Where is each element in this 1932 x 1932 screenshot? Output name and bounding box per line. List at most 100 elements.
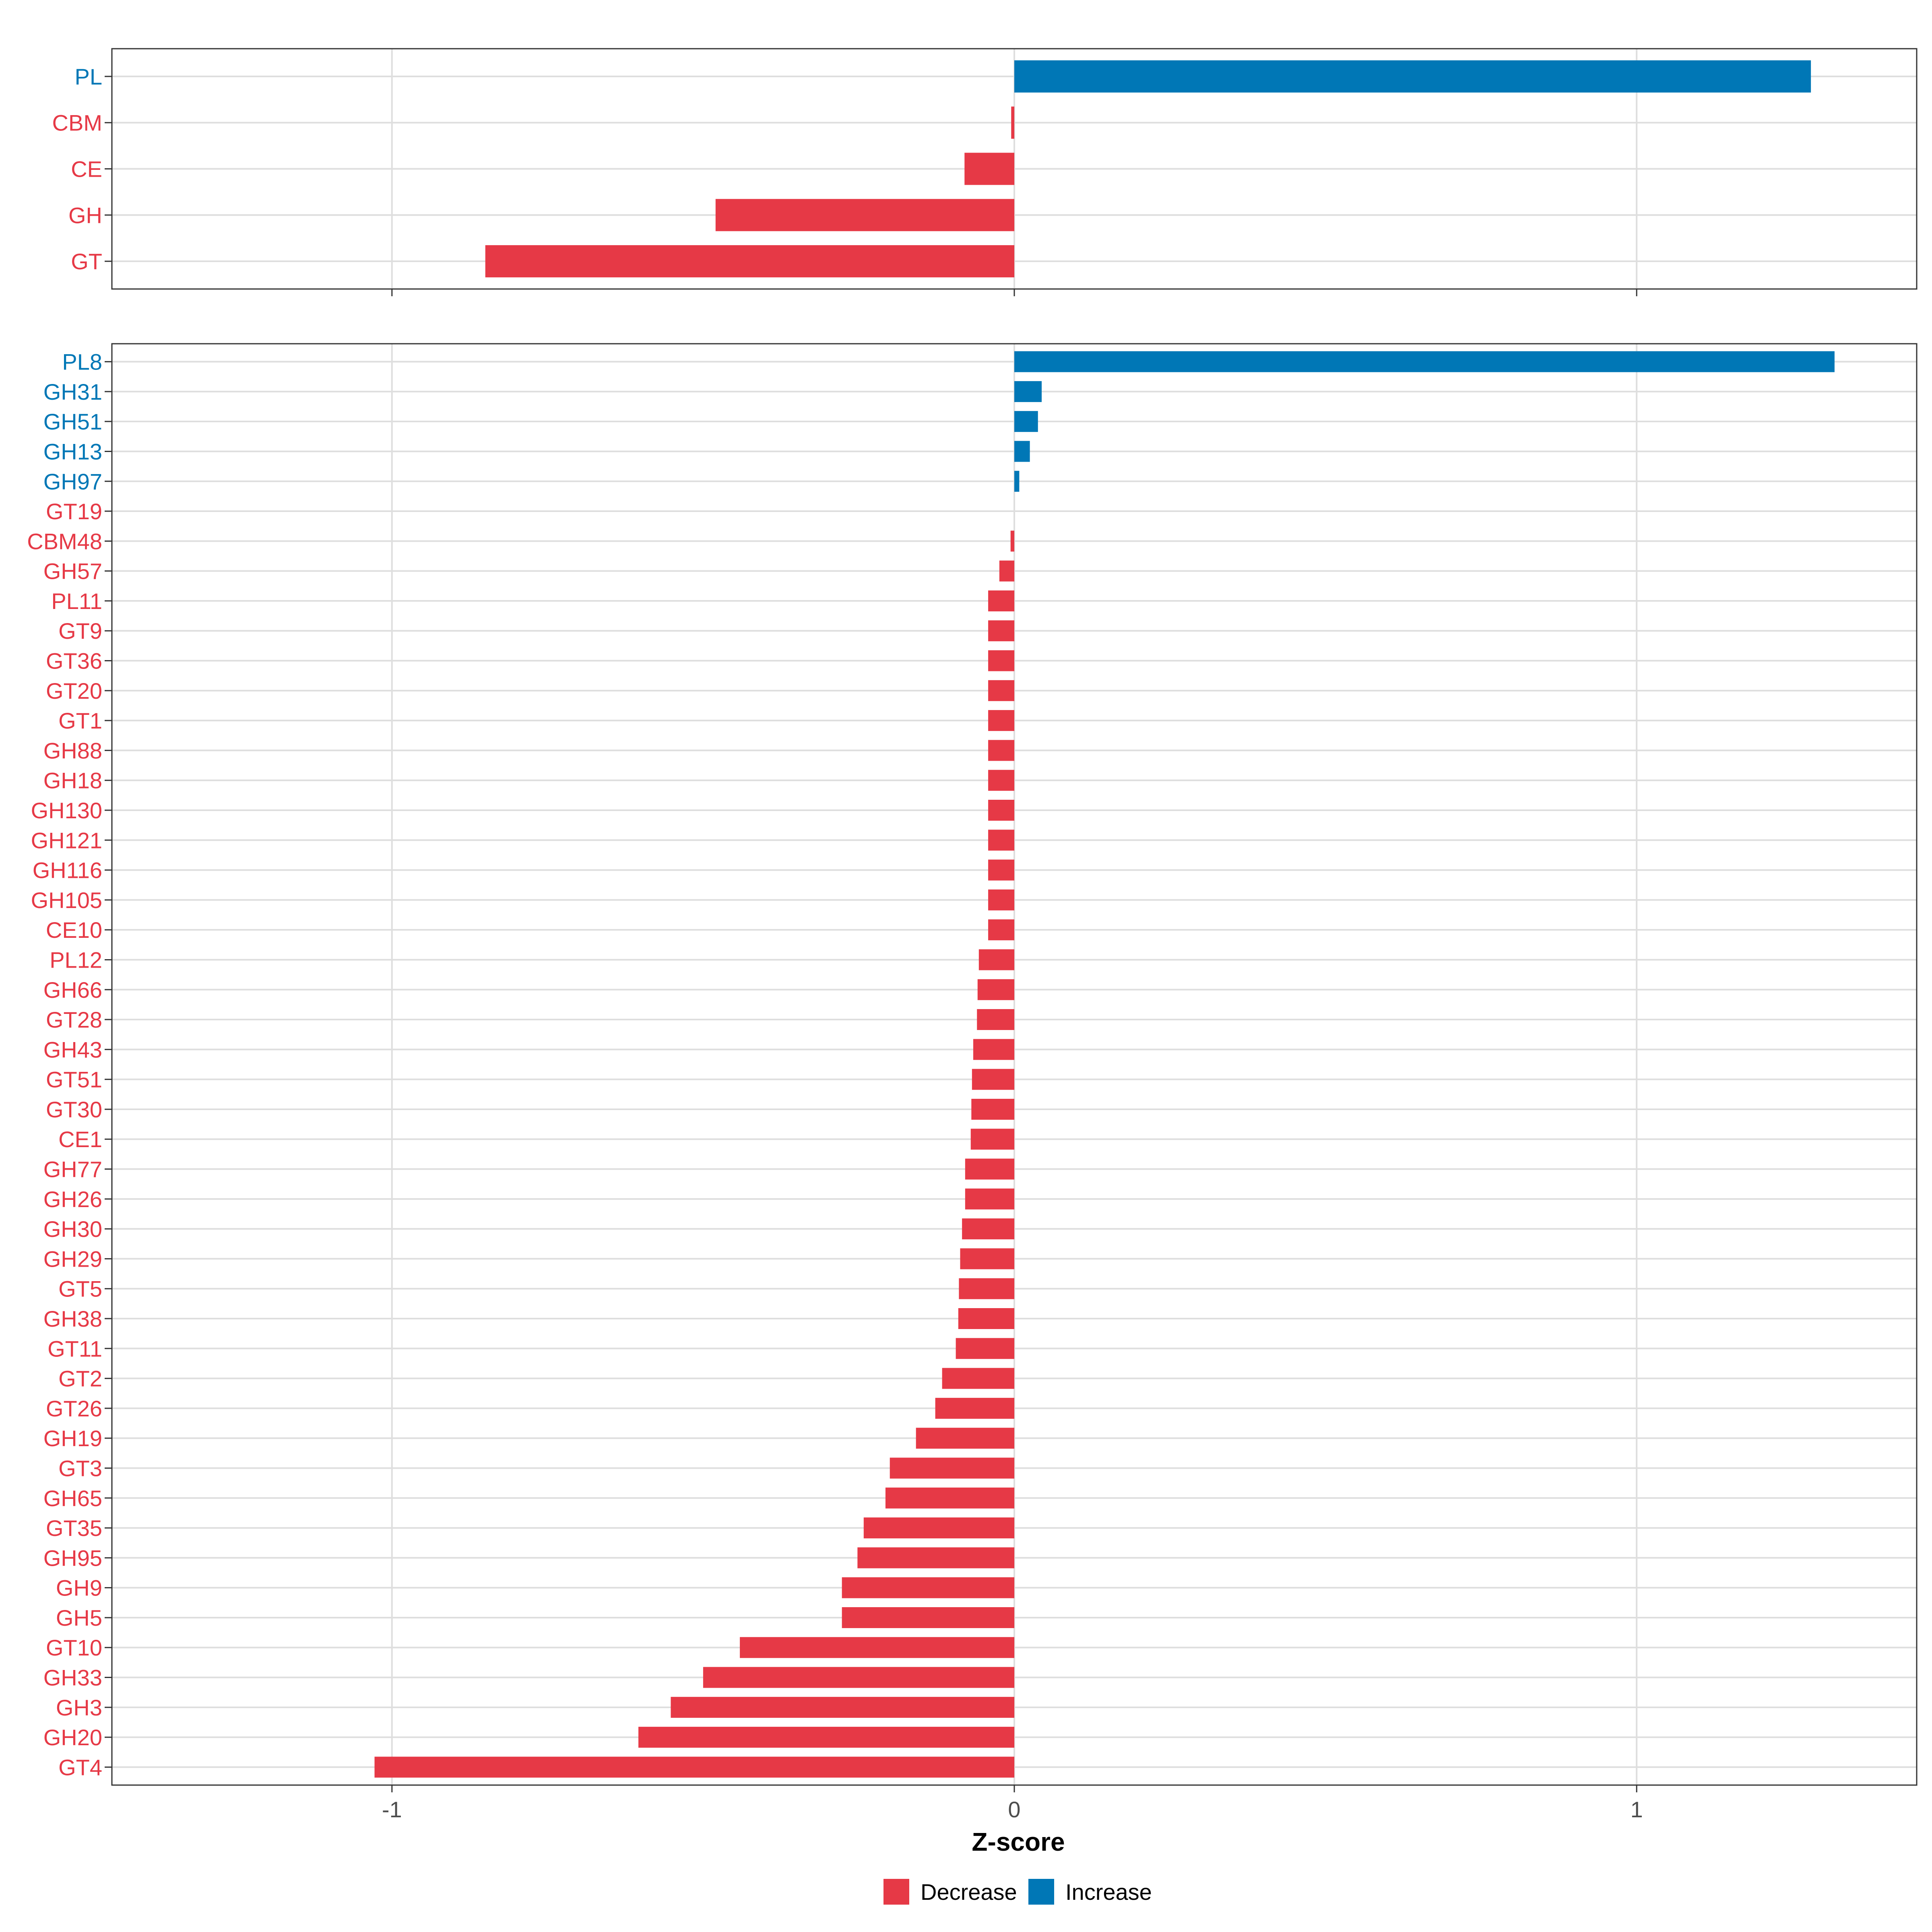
y-tick-label: GT (71, 249, 102, 274)
bar-gh65 (885, 1487, 1014, 1509)
bar-gh105 (988, 889, 1014, 910)
bar-ce10 (988, 919, 1014, 941)
y-tick-label: GH121 (31, 828, 102, 853)
bar-gh121 (988, 830, 1014, 851)
y-tick-label: GT19 (46, 499, 102, 524)
y-tick-label: GT36 (46, 648, 102, 674)
bar-gh31 (1014, 381, 1042, 402)
bar-gt10 (740, 1637, 1014, 1658)
bar-cbm (1011, 106, 1014, 139)
y-tick-label: GH26 (43, 1187, 102, 1212)
bar-gh3 (671, 1697, 1014, 1718)
x-tick-label: 1 (1631, 1797, 1643, 1822)
x-axis-title: Z-score (972, 1827, 1065, 1856)
legend-label-decrease: Decrease (921, 1879, 1017, 1905)
y-tick-label: GH43 (43, 1037, 102, 1062)
y-tick-label: GH (68, 202, 102, 228)
subfamily-panel: PL8GH31GH51GH13GH97GT19CBM48GH57PL11GT9G… (27, 343, 1918, 1822)
y-tick-label: GH77 (43, 1157, 102, 1182)
bar-gh57 (999, 560, 1014, 582)
bar-gh43 (973, 1039, 1014, 1060)
y-tick-label: GH130 (31, 798, 102, 823)
bar-gt2 (942, 1368, 1014, 1389)
y-tick-label: CBM (52, 110, 102, 136)
y-tick-label: GT1 (58, 708, 102, 733)
bar-gt11 (956, 1338, 1014, 1359)
y-tick-label: GH3 (56, 1695, 102, 1720)
y-tick-label: GH66 (43, 977, 102, 1003)
y-tick-label: GH116 (33, 858, 102, 883)
bar-gt26 (935, 1397, 1014, 1419)
bar-gt28 (977, 1009, 1014, 1030)
y-tick-label: GT5 (58, 1276, 102, 1302)
bar-gt3 (890, 1457, 1014, 1479)
bar-gh88 (988, 740, 1014, 761)
family-panel: PL CBM CE GH GT (52, 48, 1918, 296)
y-tick-label: GH5 (56, 1605, 102, 1631)
y-tick-label: GH13 (43, 439, 102, 464)
x-tick-label: -1 (382, 1797, 402, 1822)
y-tick-label: CE1 (58, 1127, 102, 1152)
bar-gh77 (965, 1158, 1014, 1180)
bar-gt20 (988, 680, 1014, 701)
y-tick-label: GH57 (43, 559, 102, 584)
bar-gh18 (988, 770, 1014, 791)
y-tick-label: GT28 (46, 1007, 102, 1032)
y-tick-label: GT26 (46, 1396, 102, 1421)
bar-pl8 (1014, 351, 1835, 372)
y-tick-label: GT30 (46, 1097, 102, 1122)
legend-label-increase: Increase (1065, 1879, 1152, 1905)
legend-key-decrease (883, 1879, 909, 1905)
bar-gt (485, 245, 1014, 278)
y-tick-label: GH30 (43, 1216, 102, 1242)
bar-cbm48 (1010, 530, 1014, 552)
bar-gt35 (863, 1517, 1014, 1539)
bar-ce1 (970, 1129, 1014, 1150)
y-tick-label: GH97 (43, 469, 102, 494)
y-tick-label: PL12 (50, 947, 102, 972)
bar-gh9 (842, 1577, 1014, 1598)
bar-pl12 (978, 949, 1014, 970)
y-tick-label: CBM48 (27, 528, 102, 554)
bar-gt4 (374, 1757, 1015, 1778)
x-tick-label: 0 (1008, 1797, 1020, 1822)
y-tick-label: CE10 (46, 917, 102, 943)
bar-pl (1014, 60, 1811, 93)
bar-gh38 (958, 1308, 1014, 1329)
y-tick-label: GH9 (56, 1575, 102, 1601)
bar-gh130 (988, 799, 1014, 821)
bar-gh (715, 199, 1014, 231)
bar-gt51 (972, 1069, 1014, 1090)
legend-key-increase (1028, 1879, 1054, 1905)
y-tick-label: GT9 (58, 618, 102, 644)
bar-gt30 (971, 1098, 1014, 1120)
y-tick-label: GH65 (43, 1486, 102, 1511)
y-tick-label: GT4 (58, 1754, 102, 1780)
y-tick-label: GH29 (43, 1246, 102, 1271)
bar-gh20 (638, 1727, 1014, 1748)
y-tick-label: GT20 (46, 678, 102, 704)
bar-gh95 (857, 1547, 1014, 1569)
y-tick-label: GH95 (43, 1545, 102, 1571)
y-tick-label: GH88 (43, 738, 102, 763)
bar-pl11 (988, 590, 1014, 611)
bar-gh26 (965, 1188, 1014, 1210)
y-tick-label: PL8 (62, 349, 102, 375)
bar-gt5 (959, 1278, 1014, 1299)
bar-gh66 (977, 979, 1014, 1000)
bar-gh5 (842, 1607, 1014, 1628)
bar-gh19 (916, 1428, 1014, 1449)
y-tick-label: GT2 (58, 1366, 102, 1391)
y-tick-label: GH31 (43, 379, 102, 405)
y-tick-label: GH20 (43, 1725, 102, 1750)
bar-gt36 (988, 650, 1014, 671)
y-tick-label: GH19 (43, 1426, 102, 1451)
bar-gh116 (988, 859, 1014, 881)
y-tick-label: GT35 (46, 1515, 102, 1541)
y-tick-label: PL (75, 64, 103, 89)
y-tick-label: GT3 (58, 1455, 102, 1481)
y-tick-label: GH51 (43, 409, 102, 434)
bar-gt9 (988, 620, 1014, 642)
y-tick-label: GT51 (46, 1067, 102, 1092)
